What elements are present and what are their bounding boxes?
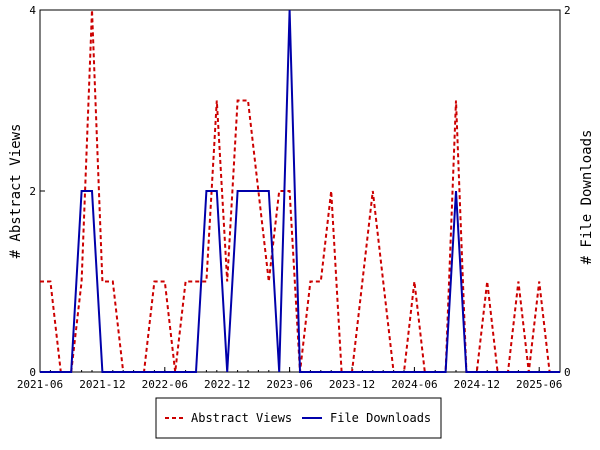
- x-tick-label: 2024-06: [391, 378, 437, 391]
- series-line-file-downloads: [40, 9, 560, 373]
- y-left-tick-label: 0: [29, 366, 36, 379]
- y-left-axis-title: # Abstract Views: [8, 124, 24, 259]
- y-left-tick-label: 4: [29, 4, 36, 17]
- x-tick-label: 2023-12: [329, 378, 375, 391]
- ticks: [39, 9, 561, 373]
- legend-label-file-downloads: File Downloads: [330, 411, 431, 425]
- legend-box: [155, 397, 442, 439]
- x-tick-label: 2021-12: [79, 378, 125, 391]
- x-tick-label: 2022-06: [142, 378, 188, 391]
- plot-frame: [39, 9, 561, 373]
- y-right-tick-label: 0: [564, 366, 571, 379]
- tick-labels: 2021-06 2021-12 2022-06 2022-12 2023-06 2023-…: [17, 4, 571, 391]
- y-right-tick-label: 2: [564, 4, 571, 17]
- y-left-tick-label: 2: [29, 185, 36, 198]
- legend-label-abstract-views: Abstract Views: [191, 411, 292, 425]
- y-right-axis-title: # File Downloads: [579, 130, 595, 265]
- x-tick-label: 2023-06: [266, 378, 312, 391]
- x-tick-label: 2022-12: [204, 378, 250, 391]
- x-tick-label: 2024-12: [454, 378, 500, 391]
- legend: Abstract Views File Downloads: [155, 397, 442, 439]
- x-tick-label: 2021-06: [17, 378, 63, 391]
- series-line-abstract-views: [40, 9, 560, 373]
- x-tick-label: 2025-06: [516, 378, 562, 391]
- series-layer: [39, 9, 561, 373]
